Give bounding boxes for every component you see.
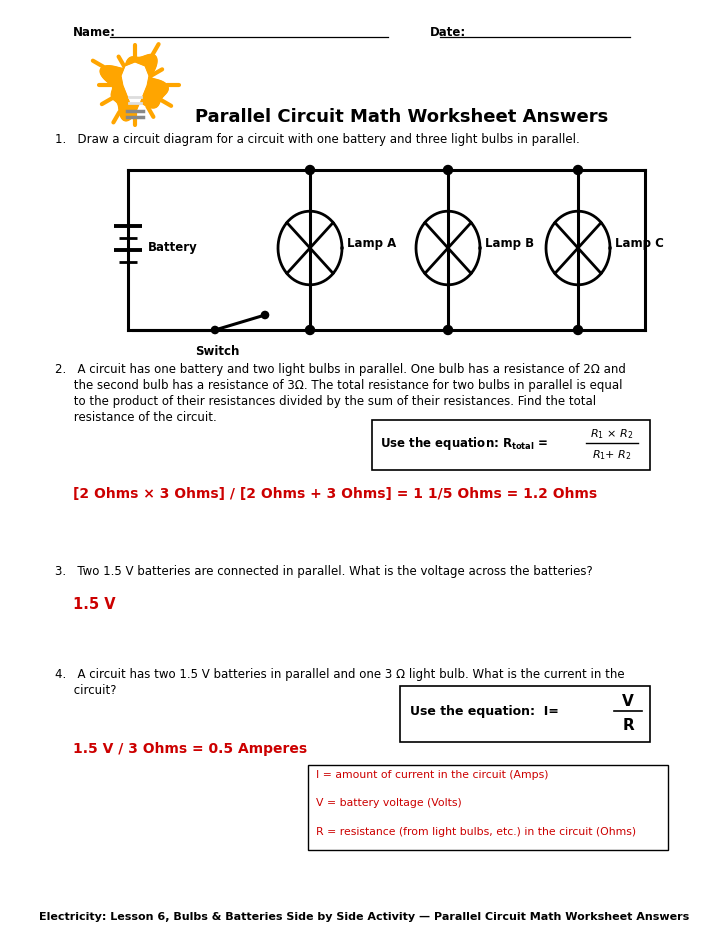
Text: [2 Ohms × 3 Ohms] / [2 Ohms + 3 Ohms] = 1 1/5 Ohms = 1.2 Ohms: [2 Ohms × 3 Ohms] / [2 Ohms + 3 Ohms] = … [73, 487, 597, 501]
Circle shape [574, 326, 582, 334]
Text: Date:: Date: [430, 26, 466, 40]
Circle shape [443, 166, 453, 174]
Text: Use the equation:  I=: Use the equation: I= [410, 706, 559, 719]
Text: V: V [622, 693, 634, 708]
Circle shape [261, 312, 269, 318]
Text: Use the equation: $\mathbf{R_{total}}$ =: Use the equation: $\mathbf{R_{total}}$ = [380, 434, 548, 451]
Bar [400, 686, 650, 742]
Bar [372, 420, 650, 470]
Text: Lamp B: Lamp B [485, 236, 534, 250]
Circle shape [306, 166, 314, 174]
Bar [308, 765, 668, 850]
Text: 2.   A circuit has one battery and two light bulbs in parallel. One bulb has a r: 2. A circuit has one battery and two lig… [55, 363, 626, 376]
Text: I = amount of current in the circuit (Amps): I = amount of current in the circuit (Am… [316, 770, 548, 780]
Text: to the product of their resistances divided by the sum of their resistances. Fin: to the product of their resistances divi… [55, 395, 596, 408]
Circle shape [574, 166, 582, 174]
Text: Battery: Battery [148, 241, 198, 254]
Text: the second bulb has a resistance of 3Ω. The total resistance for two bulbs in pa: the second bulb has a resistance of 3Ω. … [55, 379, 622, 392]
Text: Switch: Switch [195, 345, 240, 358]
Text: 1.5 V: 1.5 V [73, 597, 116, 612]
Circle shape [306, 326, 314, 334]
Text: R: R [622, 718, 634, 733]
Text: resistance of the circuit.: resistance of the circuit. [55, 411, 217, 424]
Text: 4.   A circuit has two 1.5 V batteries in parallel and one 3 Ω light bulb. What : 4. A circuit has two 1.5 V batteries in … [55, 668, 625, 681]
Text: Lamp C: Lamp C [615, 236, 664, 250]
Text: Electricity: Lesson 6, Bulbs & Batteries Side by Side Activity — Parallel Circui: Electricity: Lesson 6, Bulbs & Batteries… [39, 912, 689, 922]
Text: 1.5 V / 3 Ohms = 0.5 Amperes: 1.5 V / 3 Ohms = 0.5 Amperes [73, 742, 307, 756]
Text: $R_1$ $\times$ $R_2$: $R_1$ $\times$ $R_2$ [590, 427, 633, 441]
Circle shape [443, 326, 453, 334]
Polygon shape [100, 55, 168, 121]
Polygon shape [122, 63, 148, 103]
Text: Lamp A: Lamp A [347, 236, 396, 250]
Text: R = resistance (from light bulbs, etc.) in the circuit (Ohms): R = resistance (from light bulbs, etc.) … [316, 827, 636, 836]
Text: 3.   Two 1.5 V batteries are connected in parallel. What is the voltage across t: 3. Two 1.5 V batteries are connected in … [55, 565, 593, 578]
Text: V = battery voltage (Volts): V = battery voltage (Volts) [316, 798, 462, 808]
Text: Name:: Name: [73, 26, 116, 40]
Text: $R_1$+ $R_2$: $R_1$+ $R_2$ [592, 448, 632, 462]
Text: 1.   Draw a circuit diagram for a circuit with one battery and three light bulbs: 1. Draw a circuit diagram for a circuit … [55, 133, 579, 146]
Text: Parallel Circuit Math Worksheet Answers: Parallel Circuit Math Worksheet Answers [195, 108, 609, 126]
Text: circuit?: circuit? [55, 684, 116, 697]
Circle shape [211, 326, 218, 333]
